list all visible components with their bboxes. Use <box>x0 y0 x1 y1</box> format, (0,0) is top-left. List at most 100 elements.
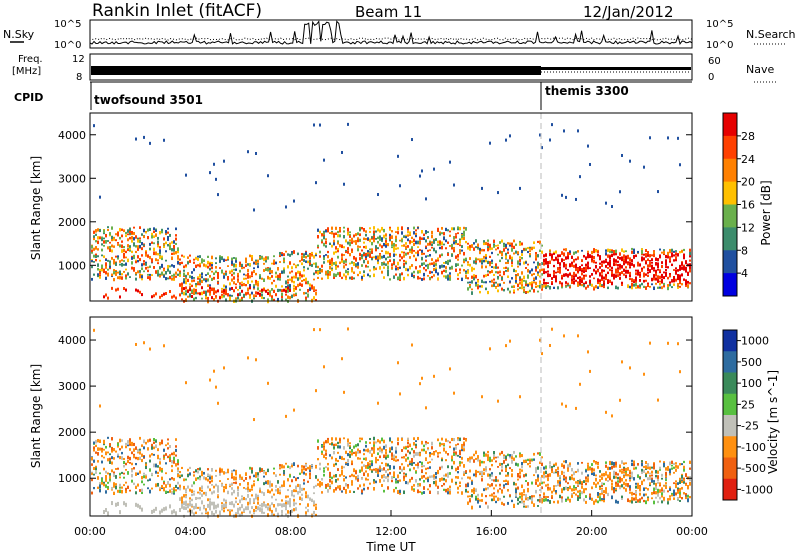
velocity-echo-cell <box>405 458 407 462</box>
velocity-echo-cell <box>285 462 287 465</box>
power-echo-cell <box>431 258 433 261</box>
power-echo-cell <box>653 269 655 272</box>
velocity-echo-cell <box>599 493 601 496</box>
power-echo-cell <box>489 263 491 267</box>
velocity-echo-cell <box>429 453 431 458</box>
velocity-echo-cell <box>605 487 607 490</box>
power-echo-cell <box>149 247 151 251</box>
power-echo-cell <box>149 273 151 276</box>
velocity-echo-cell <box>507 453 509 457</box>
power-ytick-label: 2000 <box>58 216 86 229</box>
velocity-echo-cell <box>459 461 461 464</box>
velocity-echo-cell <box>447 491 449 495</box>
velocity-echo-cell <box>135 486 137 490</box>
velocity-echo-cell <box>503 460 505 464</box>
velocity-echo-cell <box>623 466 625 469</box>
velocity-echo-cell <box>123 472 125 475</box>
power-echo-cell <box>403 235 405 238</box>
power-echo-cell <box>663 250 665 255</box>
velocity-echo-cell <box>111 469 113 473</box>
power-echo-cell <box>513 268 515 273</box>
power-echo-cell <box>303 278 305 282</box>
power-echo-cell <box>647 258 649 262</box>
velocity-echo-cell <box>91 463 93 466</box>
velocity-echo-cell <box>241 476 243 480</box>
power-echo-cell <box>323 231 325 235</box>
velocity-echo-cell <box>579 481 581 485</box>
velocity-echo-cell <box>181 506 183 509</box>
velocity-echo-cell <box>609 466 611 470</box>
power-echo-cell <box>341 257 343 259</box>
power-echo-cell <box>435 263 437 266</box>
power-echo-cell <box>411 236 413 240</box>
power-echo-cell <box>449 160 451 164</box>
power-echo-cell <box>671 263 673 267</box>
power-echo-cell <box>239 269 241 273</box>
velocity-echo-cell <box>487 487 489 490</box>
power-echo-cell <box>149 141 151 145</box>
power-echo-cell <box>465 257 467 261</box>
power-echo-cell <box>335 250 337 254</box>
power-echo-cell <box>589 162 591 166</box>
velocity-echo-cell <box>397 474 399 479</box>
velocity-echo-cell <box>469 498 471 503</box>
power-echo-cell <box>137 289 139 293</box>
power-echo-cell <box>339 244 341 248</box>
power-echo-cell <box>181 261 183 265</box>
velocity-echo-cell <box>111 461 113 465</box>
velocity-echo-cell <box>447 453 449 456</box>
power-echo-cell <box>425 245 427 248</box>
velocity-echo-cell <box>559 474 561 478</box>
power-echo-cell <box>355 239 357 243</box>
power-echo-cell <box>225 289 227 293</box>
power-echo-cell <box>121 276 123 280</box>
velocity-echo-cell <box>323 454 325 459</box>
velocity-echo-cell <box>151 446 153 450</box>
power-echo-cell <box>599 262 601 265</box>
velocity-echo-cell <box>421 440 423 445</box>
power-echo-cell <box>519 186 521 190</box>
velocity-echo-cell <box>253 498 255 501</box>
power-echo-cell <box>215 262 217 265</box>
power-echo-cell <box>315 271 317 274</box>
velocity-echo-cell <box>325 440 327 444</box>
power-echo-cell <box>285 287 287 292</box>
power-echo-cell <box>459 252 461 255</box>
velocity-echo-cell <box>249 500 251 505</box>
velocity-echo-cell <box>411 458 413 462</box>
velocity-echo-cell <box>553 500 555 504</box>
power-echo-cell <box>657 262 659 266</box>
power-echo-cell <box>149 265 151 268</box>
power-echo-cell <box>459 226 461 231</box>
power-echo-cell <box>547 261 549 263</box>
power-echo-cell <box>381 250 383 252</box>
power-echo-cell <box>643 274 645 278</box>
velocity-echo-cell <box>443 443 445 446</box>
velocity-echo-cell <box>387 454 389 458</box>
power-echo-cell <box>317 234 319 239</box>
power-echo-cell <box>489 280 491 283</box>
velocity-echo-cell <box>209 507 211 511</box>
power-echo-cell <box>371 250 373 254</box>
velocity-echo-cell <box>141 444 143 447</box>
power-echo-cell <box>207 255 209 258</box>
velocity-echo-cell <box>173 456 175 461</box>
velocity-echo-cell <box>239 483 241 486</box>
velocity-echo-cell <box>267 489 269 494</box>
velocity-echo-cell <box>167 438 169 441</box>
velocity-echo-cell <box>293 489 295 493</box>
power-echo-cell <box>281 298 283 302</box>
velocity-echo-cell <box>617 476 619 480</box>
velocity-echo-cell <box>103 467 105 471</box>
power-echo-cell <box>257 259 259 263</box>
velocity-echo-cell <box>193 474 195 477</box>
velocity-echo-cell <box>329 484 331 487</box>
power-echo-cell <box>283 288 285 292</box>
power-echo-cell <box>373 230 375 234</box>
power-echo-cell <box>129 236 131 240</box>
velocity-echo-cell <box>511 468 513 472</box>
power-echo-cell <box>283 269 285 274</box>
power-echo-cell <box>667 136 669 140</box>
power-echo-cell <box>299 282 301 287</box>
power-echo-cell <box>535 268 537 272</box>
